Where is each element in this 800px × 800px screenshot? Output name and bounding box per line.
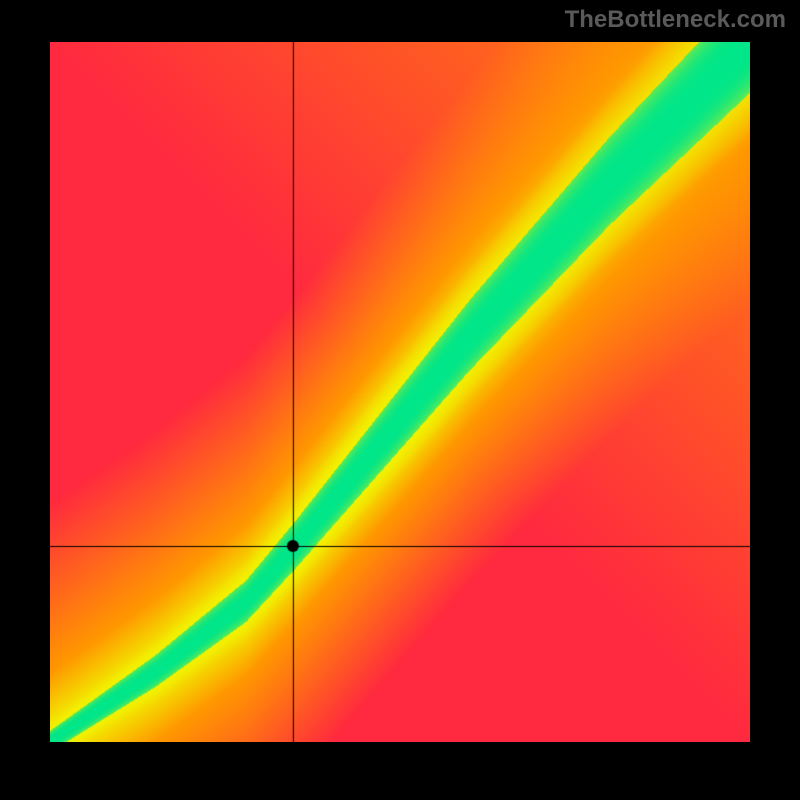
heatmap-canvas	[50, 42, 750, 742]
watermark-text: TheBottleneck.com	[565, 6, 786, 34]
chart-container: TheBottleneck.com	[0, 0, 800, 800]
plot-area	[50, 42, 750, 742]
